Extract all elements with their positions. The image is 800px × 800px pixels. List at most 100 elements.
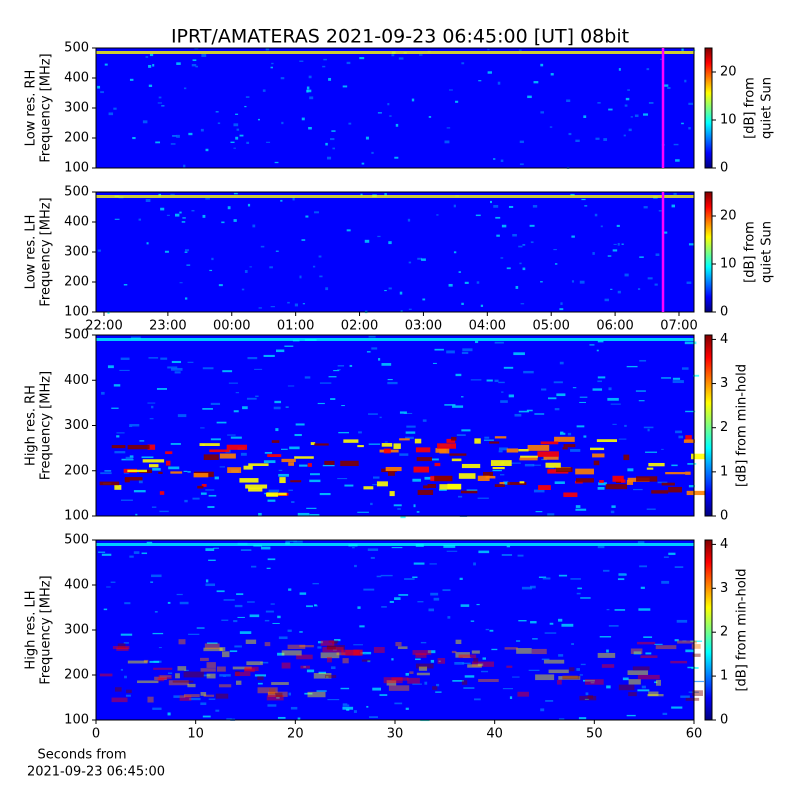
colorbar-tick-label: 0 <box>720 713 728 728</box>
texture <box>249 266 252 268</box>
texture <box>299 464 308 467</box>
texture <box>354 564 357 568</box>
texture <box>607 397 619 401</box>
texture <box>577 587 582 590</box>
texture <box>655 253 660 256</box>
texture <box>394 597 401 600</box>
texture <box>161 105 165 107</box>
x-tick-label: 40 <box>486 727 503 742</box>
texture <box>454 661 465 665</box>
texture <box>554 481 565 484</box>
texture <box>148 64 152 68</box>
texture <box>218 284 223 287</box>
texture <box>429 563 437 565</box>
texture <box>183 470 188 472</box>
texture <box>608 108 613 111</box>
texture <box>301 117 305 121</box>
texture <box>120 633 133 636</box>
texture <box>320 640 335 646</box>
texture <box>275 692 283 697</box>
texture <box>527 444 550 451</box>
texture <box>135 513 138 516</box>
texture <box>205 489 215 491</box>
texture <box>499 482 505 485</box>
texture <box>154 676 167 681</box>
texture <box>103 608 108 611</box>
texture <box>455 100 459 103</box>
texture <box>516 648 532 654</box>
texture <box>533 81 539 84</box>
texture <box>281 650 302 656</box>
texture <box>423 485 430 489</box>
texture <box>659 58 664 60</box>
texture <box>677 640 697 644</box>
texture <box>167 366 178 369</box>
texture <box>145 199 151 202</box>
texture <box>560 431 564 434</box>
x-tick-label: 04:00 <box>469 319 506 334</box>
texture <box>458 495 463 498</box>
texture <box>393 443 401 449</box>
texture <box>263 354 275 357</box>
texture <box>508 394 514 398</box>
texture <box>520 303 525 305</box>
texture <box>179 695 192 701</box>
texture <box>576 425 585 428</box>
texture <box>383 677 403 684</box>
texture <box>408 261 412 264</box>
texture <box>123 472 129 474</box>
texture <box>200 702 207 706</box>
texture <box>236 593 244 596</box>
texture <box>152 632 164 635</box>
texture <box>590 682 595 684</box>
texture <box>451 650 457 654</box>
texture <box>685 649 695 653</box>
texture <box>444 404 456 406</box>
texture <box>438 660 441 663</box>
texture <box>446 438 456 443</box>
texture <box>187 683 196 688</box>
texture <box>532 464 541 466</box>
chart-title: IPRT/AMATERAS 2021-09-23 06:45:00 [UT] 0… <box>171 26 629 48</box>
texture <box>334 638 341 642</box>
texture <box>154 611 158 613</box>
texture <box>271 440 280 443</box>
texture <box>596 349 599 352</box>
texture <box>310 473 320 476</box>
texture <box>267 691 288 697</box>
texture <box>460 604 470 607</box>
texture <box>139 440 145 442</box>
texture <box>506 665 513 668</box>
texture <box>628 679 641 685</box>
texture <box>317 402 325 405</box>
texture <box>502 688 513 690</box>
texture <box>97 249 101 252</box>
texture <box>462 662 471 665</box>
texture <box>647 694 664 697</box>
texture <box>372 687 382 691</box>
texture <box>398 594 409 596</box>
texture <box>201 484 207 487</box>
texture <box>571 235 575 238</box>
texture <box>156 388 168 390</box>
texture <box>576 592 581 595</box>
texture <box>503 480 509 483</box>
texture <box>568 132 572 136</box>
texture <box>307 463 312 467</box>
texture <box>554 263 558 265</box>
texture <box>353 649 363 656</box>
texture <box>572 387 577 389</box>
texture <box>229 650 238 653</box>
texture <box>307 691 326 698</box>
y-axis-label: High res. LH <box>24 590 39 669</box>
texture <box>461 429 471 432</box>
texture <box>284 345 294 347</box>
texture <box>170 193 175 195</box>
texture <box>267 692 275 695</box>
texture <box>492 469 502 472</box>
texture <box>346 708 350 711</box>
texture <box>148 464 159 468</box>
texture <box>288 489 293 491</box>
texture <box>482 657 486 660</box>
texture <box>313 673 332 679</box>
